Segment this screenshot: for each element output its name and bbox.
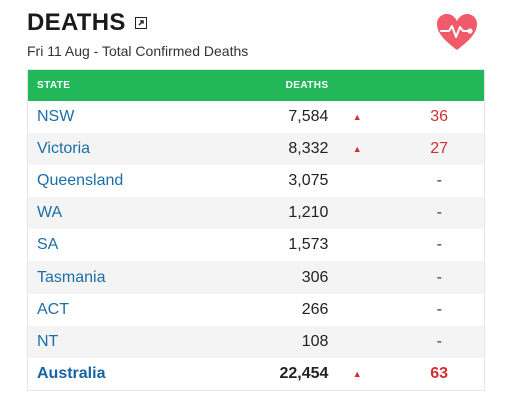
- deaths-value: 266: [301, 300, 329, 318]
- column-header-change: [380, 70, 484, 101]
- deaths-change: -: [436, 171, 442, 189]
- arrow-cell: [334, 165, 380, 197]
- deaths-value: 1,210: [288, 204, 329, 222]
- state-link-nt[interactable]: NT: [37, 332, 59, 350]
- column-header-state: STATE: [37, 79, 71, 91]
- table-header-row: STATE DEATHS: [27, 69, 485, 101]
- widget-header: DEATHS Fri 11 Aug - Total Confirmed Deat…: [27, 8, 487, 68]
- state-link-tasmania[interactable]: Tasmania: [37, 268, 106, 286]
- arrow-cell: [334, 197, 380, 229]
- deaths-value: 3,075: [288, 171, 329, 189]
- deaths-change: -: [436, 332, 442, 350]
- table-row: NT 108 -: [27, 325, 485, 358]
- triangle-up-icon: ▲: [352, 368, 362, 379]
- page-title: DEATHS: [27, 9, 126, 36]
- deaths-total-value: 22,454: [279, 364, 329, 382]
- state-link-australia[interactable]: Australia: [37, 364, 106, 382]
- deaths-change: -: [436, 204, 442, 222]
- heart-pulse-icon: [437, 14, 477, 50]
- arrow-cell: [334, 294, 380, 326]
- triangle-up-icon: ▲: [352, 111, 362, 122]
- table-row: ACT 266 -: [28, 294, 485, 326]
- triangle-up-icon: ▲: [352, 143, 362, 154]
- arrow-cell: [334, 326, 380, 358]
- deaths-value: 1,573: [288, 236, 329, 254]
- subtitle: Fri 11 Aug - Total Confirmed Deaths: [27, 43, 249, 59]
- table-row: SA 1,573 -: [28, 229, 485, 261]
- table-row: Tasmania 306 -: [27, 261, 485, 294]
- arrow-cell: [334, 261, 380, 293]
- state-link-queensland[interactable]: Queensland: [37, 171, 124, 189]
- state-link-nsw[interactable]: NSW: [37, 107, 75, 125]
- table-row: NSW 7,584 ▲ 36: [28, 101, 485, 133]
- deaths-value: 108: [301, 332, 329, 350]
- table-row: WA 1,210 -: [27, 197, 485, 230]
- deaths-value: 7,584: [288, 107, 329, 125]
- expand-icon[interactable]: [134, 17, 147, 29]
- state-link-sa[interactable]: SA: [37, 236, 59, 254]
- deaths-change: 36: [430, 107, 448, 125]
- state-link-victoria[interactable]: Victoria: [37, 139, 91, 157]
- deaths-change: -: [436, 268, 442, 286]
- table-row: Victoria 8,332 ▲ 27: [27, 132, 485, 165]
- title-row: DEATHS: [27, 8, 487, 38]
- deaths-change: 27: [430, 139, 448, 157]
- arrow-cell: [334, 229, 380, 261]
- table-row-total: Australia 22,454 ▲ 63: [28, 358, 485, 390]
- deaths-total-change: 63: [430, 364, 448, 382]
- state-link-act[interactable]: ACT: [37, 300, 69, 318]
- deaths-value: 306: [301, 268, 329, 286]
- deaths-change: -: [436, 236, 442, 254]
- deaths-change: -: [436, 300, 442, 318]
- deaths-table: STATE DEATHS NSW 7,584 ▲ 36 Victoria 8,3…: [27, 69, 485, 391]
- column-header-arrow: [334, 70, 380, 101]
- deaths-value: 8,332: [288, 139, 329, 157]
- column-header-deaths: DEATHS: [285, 79, 329, 91]
- state-link-wa[interactable]: WA: [37, 204, 63, 222]
- table-row: Queensland 3,075 -: [28, 165, 485, 197]
